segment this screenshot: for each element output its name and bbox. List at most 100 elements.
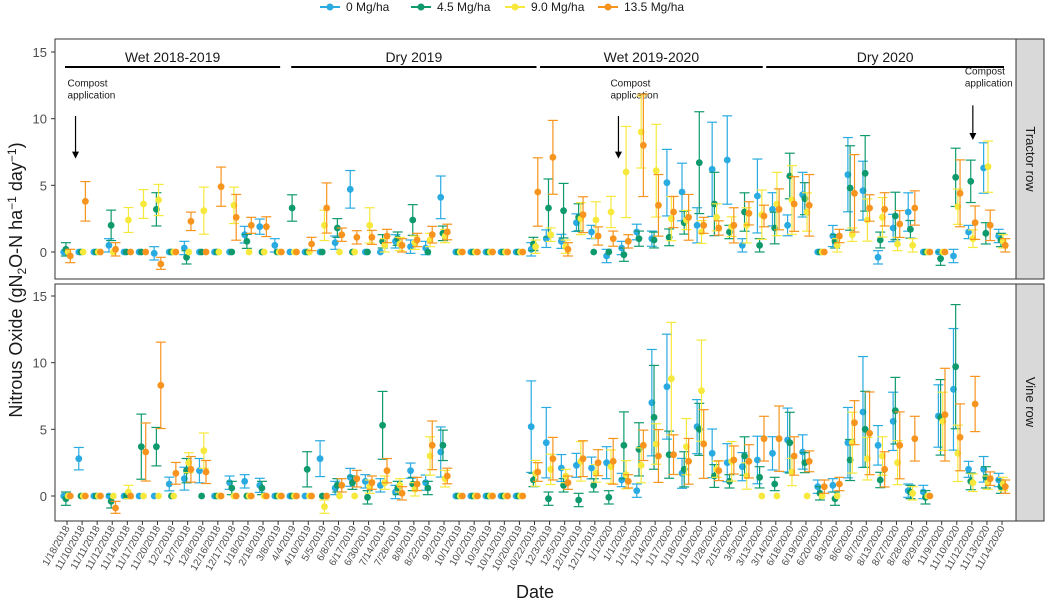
point-tractor-row-s2-8 — [185, 248, 193, 256]
point-vine-row-s2-40 — [667, 375, 675, 383]
panel-frame-tractor-row — [54, 38, 1017, 280]
point-tractor-row-s1-60 — [967, 177, 975, 185]
point-tractor-row-s1-36 — [605, 248, 613, 256]
point-tractor-row-s3-16 — [308, 240, 315, 248]
point-vine-row-s1-45 — [741, 452, 748, 460]
point-vine-row-s0-32 — [542, 439, 550, 447]
point-tractor-row-s1-59 — [952, 173, 960, 181]
point-vine-row-s0-34 — [573, 461, 580, 469]
panel-vine-row: 0 5 10 15 — [33, 289, 1011, 514]
point-tractor-row-s3-61 — [986, 221, 994, 229]
point-tractor-row-s0-41 — [678, 188, 686, 196]
point-vine-row-s0-9 — [196, 467, 203, 475]
point-vine-row-s3-3 — [112, 504, 119, 512]
point-tractor-row-s3-14 — [278, 248, 285, 256]
point-tractor-row-s2-51 — [833, 241, 841, 249]
point-vine-row-s3-38 — [639, 441, 647, 449]
point-vine-row-s1-20 — [364, 493, 371, 501]
point-vine-row-s1-47 — [771, 480, 779, 488]
strip-label-tractor-row: Tractor row — [1023, 126, 1038, 192]
legend-item-2: 9.0 Mg/ha — [505, 0, 585, 14]
point-tractor-row-s3-23 — [413, 236, 421, 244]
y-tick-label-tractor-row-5: 5 — [40, 178, 47, 193]
point-vine-row-s3-11 — [232, 492, 240, 500]
point-tractor-row-s1-24 — [424, 248, 432, 256]
point-tractor-row-s0-33 — [557, 237, 565, 245]
point-tractor-row-s0-54 — [874, 253, 882, 261]
point-tractor-row-s0-46 — [754, 192, 761, 200]
point-vine-row-s3-19 — [353, 475, 361, 483]
point-vine-row-s2-42 — [698, 387, 705, 395]
point-vine-row-s3-29 — [504, 492, 512, 500]
point-tractor-row-s3-25 — [443, 228, 451, 236]
legend-item-0: 0 Mg/ha — [320, 0, 390, 14]
point-tractor-row-s3-53 — [866, 204, 873, 212]
point-vine-row-s2-50 — [818, 492, 826, 500]
point-vine-row-s1-5 — [137, 443, 145, 451]
point-vine-row-s3-28 — [489, 492, 496, 500]
point-vine-row-s3-35 — [594, 459, 602, 467]
point-vine-row-s3-55 — [896, 441, 904, 449]
point-tractor-row-s2-12 — [245, 248, 253, 256]
point-vine-row-s3-12 — [247, 492, 255, 500]
point-vine-row-s3-40 — [670, 451, 677, 459]
period-label-1: Dry 2019 — [385, 49, 442, 65]
point-vine-row-s3-15 — [293, 492, 300, 500]
point-tractor-row-s2-32 — [547, 231, 555, 239]
y-tick-label-tractor-row-10: 10 — [33, 112, 47, 127]
point-vine-row-s0-12 — [241, 477, 249, 485]
point-vine-row-s3-8 — [187, 465, 195, 473]
point-vine-row-s0-35 — [588, 464, 595, 472]
point-vine-row-s3-1 — [81, 492, 89, 500]
point-vine-row-s0-31 — [527, 423, 535, 431]
point-vine-row-s3-9 — [202, 468, 210, 476]
y-title-part-sub1: 2 — [15, 268, 29, 275]
point-tractor-row-s1-23 — [409, 216, 417, 224]
point-tractor-row-s3-7 — [172, 248, 180, 256]
point-vine-row-s2-46 — [758, 492, 766, 500]
point-vine-row-s1-37 — [620, 441, 628, 449]
point-tractor-row-s3-45 — [745, 209, 753, 217]
point-tractor-row-s3-24 — [428, 231, 436, 239]
point-tractor-row-s1-56 — [907, 225, 914, 233]
point-tractor-row-s2-21 — [381, 241, 389, 249]
point-vine-row-s1-36 — [605, 493, 613, 501]
annotation-arrowhead-2 — [969, 133, 977, 140]
y-title-part-main: Nitrous Oxide (gN — [6, 275, 26, 418]
point-tractor-row-s1-35 — [590, 248, 598, 256]
point-vine-row-s2-51 — [833, 492, 841, 500]
point-tractor-row-s1-38 — [635, 235, 643, 243]
point-tractor-row-s3-26 — [458, 248, 466, 256]
point-tractor-row-s1-58 — [937, 255, 944, 263]
y-tick-label-vine-row-15: 15 — [33, 289, 47, 304]
point-vine-row-s0-47 — [769, 449, 776, 457]
point-vine-row-s3-46 — [760, 435, 768, 443]
point-tractor-row-s0-23 — [407, 243, 414, 251]
point-tractor-row-s2-31 — [532, 243, 539, 251]
point-tractor-row-s3-13 — [262, 223, 270, 231]
point-vine-row-s3-61 — [986, 475, 994, 483]
point-tractor-row-s3-1 — [81, 197, 89, 205]
point-tractor-row-s0-56 — [904, 208, 912, 216]
point-vine-row-s3-53 — [866, 429, 873, 437]
point-vine-row-s3-45 — [745, 457, 753, 465]
point-tractor-row-s2-5 — [140, 200, 147, 208]
y-tick-label-vine-row-5: 5 — [40, 422, 47, 437]
point-tractor-row-s1-52 — [846, 184, 854, 192]
point-vine-row-s1-21 — [379, 421, 386, 429]
panel-tractor-row: 0 5 10 15 Wet 2018-2019 Dry 2019 Wet 2019-2020… — [33, 45, 1013, 270]
y-title-part-end: ) — [6, 142, 26, 148]
point-tractor-row-s1-32 — [545, 204, 552, 212]
point-tractor-row-s0-6 — [150, 249, 158, 257]
point-tractor-row-s3-35 — [594, 232, 602, 240]
point-tractor-row-s3-32 — [549, 153, 557, 161]
point-vine-row-s0-17 — [316, 455, 324, 463]
point-vine-row-s3-31 — [534, 468, 542, 476]
point-vine-row-s2-38 — [637, 461, 645, 469]
point-tractor-row-s3-57 — [926, 248, 934, 256]
point-vine-row-s2-6 — [155, 492, 162, 500]
point-tractor-row-s3-38 — [639, 141, 647, 149]
legend-item-1: 4.5 Mg/ha — [411, 0, 491, 14]
point-vine-row-s2-9 — [200, 447, 208, 455]
point-vine-row-s3-52 — [851, 419, 858, 427]
